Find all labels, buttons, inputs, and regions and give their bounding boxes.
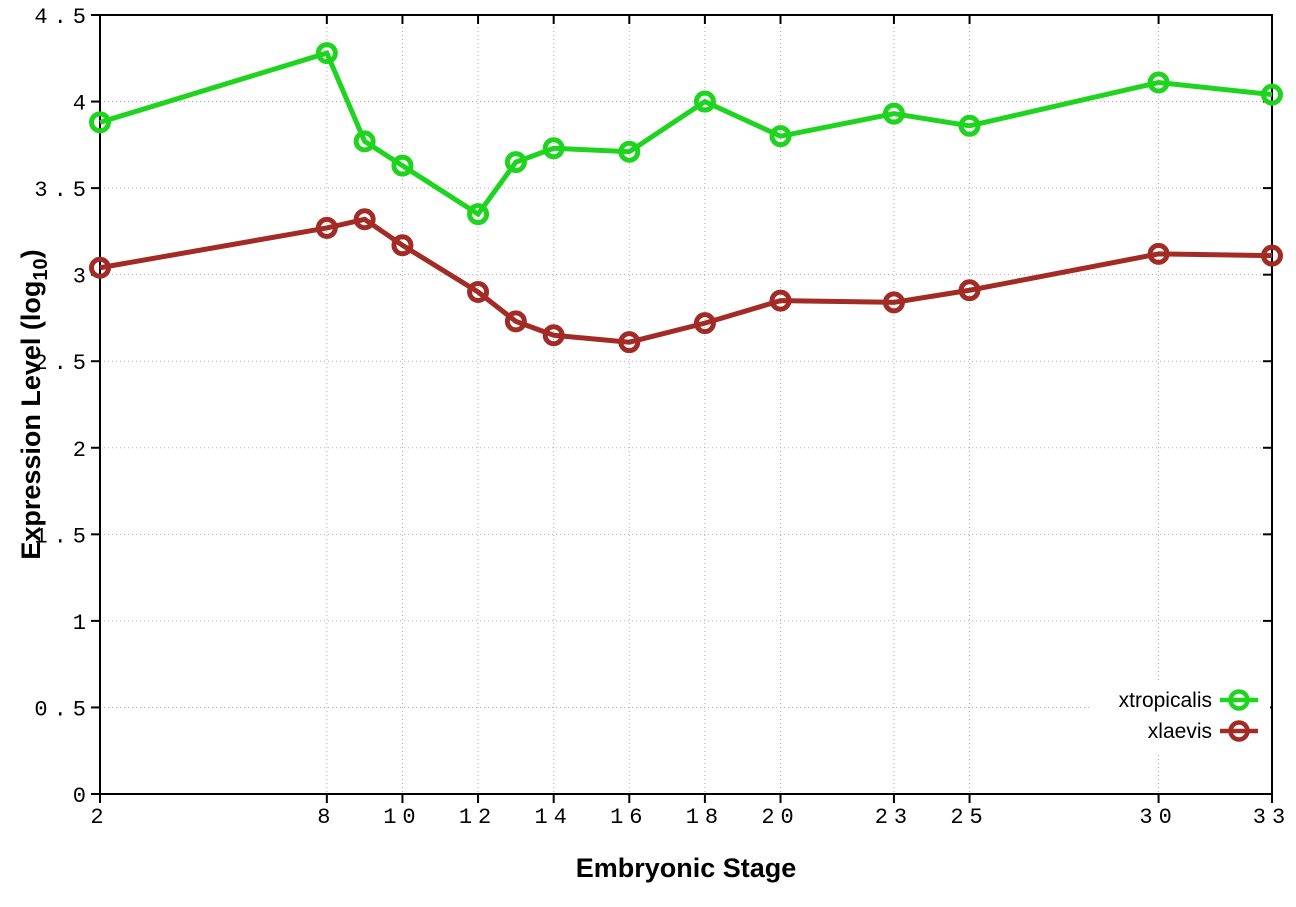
x-tick-label: 14 <box>534 805 572 830</box>
series-point-xlaevis <box>353 208 376 231</box>
series-point-xtropicalis <box>504 151 527 174</box>
series-point-xlaevis <box>693 312 716 335</box>
series-point-xtropicalis <box>618 140 641 163</box>
y-axis-title: Expression Level (log10) <box>16 249 52 559</box>
y-axis-title-suffix: ) <box>16 249 46 258</box>
series-point-xtropicalis <box>89 111 111 134</box>
series-point-xlaevis <box>618 331 641 354</box>
y-axis-title-subscript: 10 <box>30 258 52 280</box>
y-tick-label: 1.5 <box>34 524 92 549</box>
y-tick-label: 3.5 <box>34 178 92 203</box>
y-tick-label: 0.5 <box>34 697 92 722</box>
series-point-xlaevis <box>504 310 527 333</box>
series-point-xtropicalis <box>467 203 490 226</box>
x-tick-label: 10 <box>383 805 421 830</box>
legend-marker-xlaevis <box>1228 720 1250 742</box>
series-point-xlaevis <box>542 324 565 347</box>
x-tick-label: 33 <box>1253 805 1291 830</box>
x-tick-label: 12 <box>459 805 497 830</box>
series-point-xtropicalis <box>693 90 716 113</box>
series-point-xlaevis <box>882 291 905 314</box>
series-point-xtropicalis <box>1147 71 1170 94</box>
series-point-xlaevis <box>1147 242 1170 265</box>
series-point-xtropicalis <box>542 137 565 160</box>
y-tick-label: 2 <box>73 438 92 463</box>
y-tick-label: 2.5 <box>34 351 92 376</box>
y-tick-label: 3 <box>73 265 92 290</box>
x-tick-label: 2 <box>90 805 109 830</box>
x-tick-label: 30 <box>1139 805 1177 830</box>
y-tick-label: 1 <box>73 611 92 636</box>
series-point-xtropicalis <box>353 130 376 153</box>
y-axis-title-prefix: Expression Level (log <box>16 281 46 560</box>
x-tick-label: 8 <box>317 805 336 830</box>
series-point-xlaevis <box>467 280 490 303</box>
legend-label-xtropicalis: xtropicalis <box>1119 689 1212 712</box>
series-point-xlaevis <box>769 289 792 312</box>
x-tick-label: 16 <box>610 805 648 830</box>
series-point-xlaevis <box>315 216 338 239</box>
series-point-xlaevis <box>89 256 111 279</box>
x-tick-label: 18 <box>686 805 724 830</box>
series-point-xlaevis <box>1261 244 1283 267</box>
x-tick-label: 23 <box>875 805 913 830</box>
x-tick-label: 25 <box>950 805 988 830</box>
series-point-xtropicalis <box>958 114 981 137</box>
y-tick-label: 4 <box>73 92 92 117</box>
legend-label-xlaevis: xlaevis <box>1148 720 1212 743</box>
legend-marker-xtropicalis <box>1228 689 1250 711</box>
x-tick-label: 20 <box>761 805 799 830</box>
plot-border <box>99 14 1273 795</box>
y-tick-label: 0 <box>73 784 92 809</box>
series-point-xtropicalis <box>315 42 338 65</box>
series-point-xtropicalis <box>1261 83 1283 106</box>
y-tick-label: 4.5 <box>34 5 92 30</box>
series-point-xlaevis <box>391 234 414 257</box>
x-axis-title: Embryonic Stage <box>576 853 797 883</box>
series-point-xtropicalis <box>769 125 792 148</box>
series-point-xlaevis <box>958 279 981 302</box>
series-point-xtropicalis <box>882 102 905 125</box>
series-point-xtropicalis <box>391 154 414 177</box>
